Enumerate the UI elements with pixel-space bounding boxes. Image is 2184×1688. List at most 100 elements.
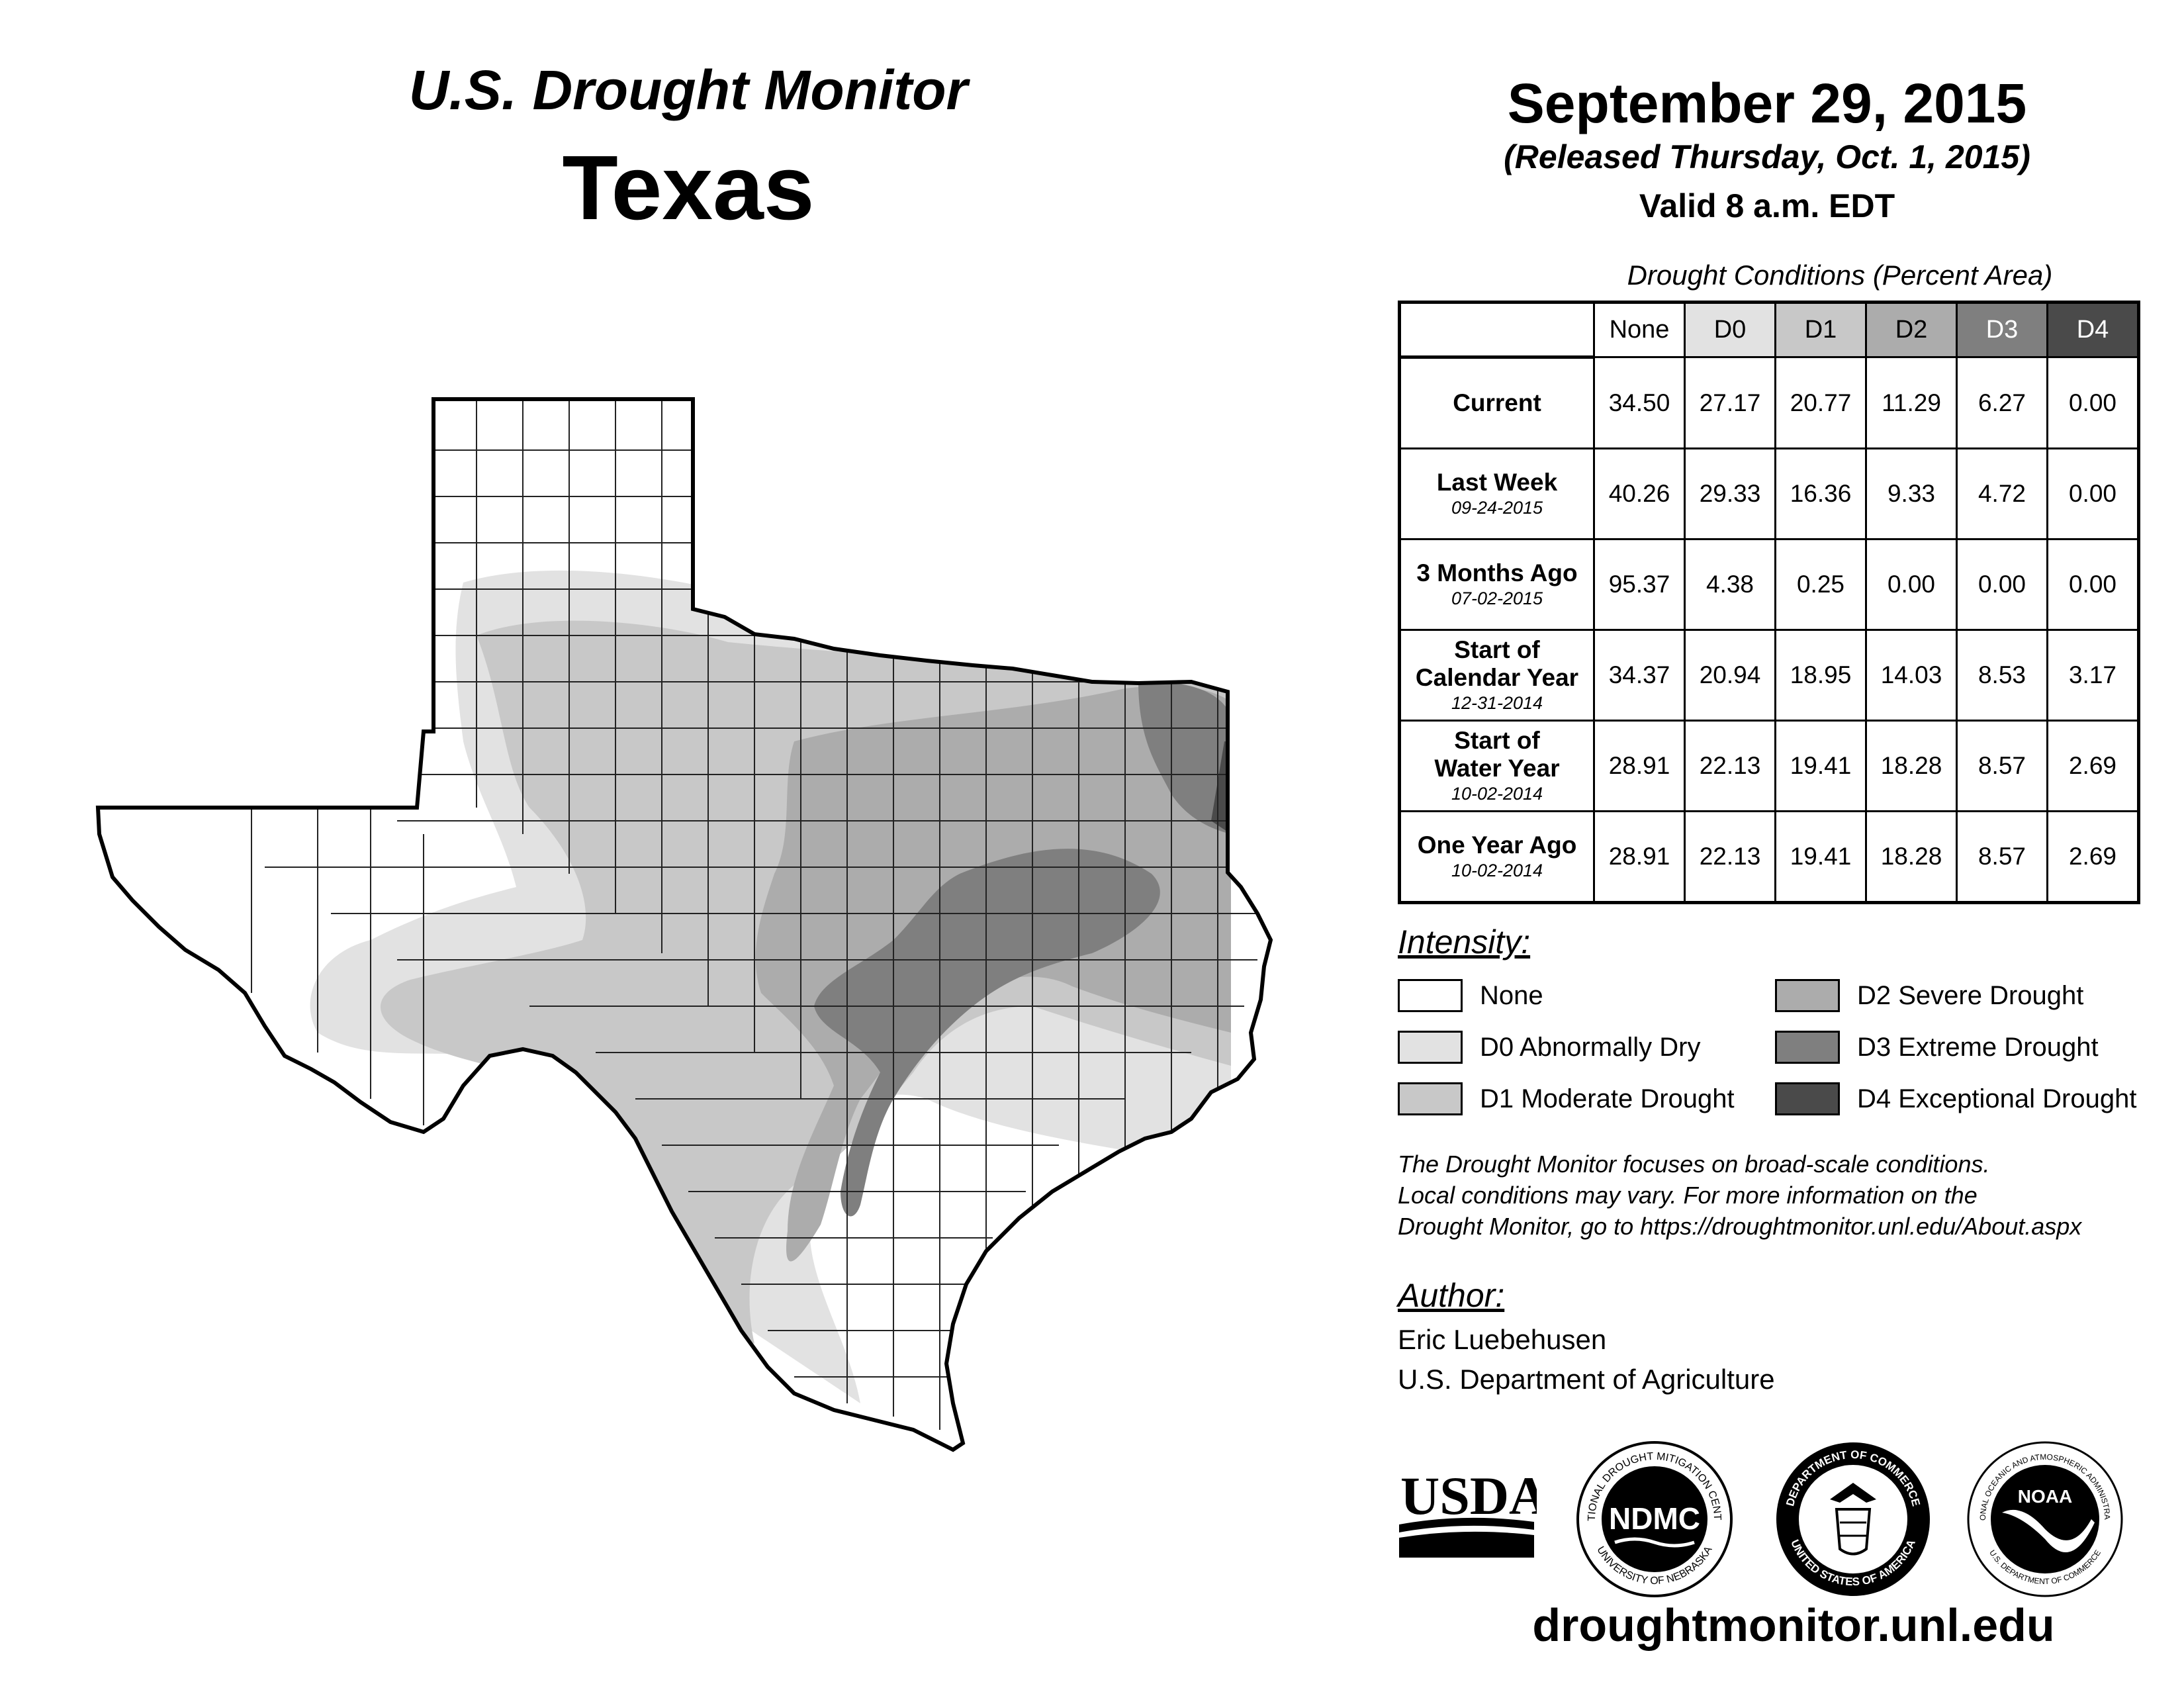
cell: 16.36 [1774,447,1867,540]
drought-conditions-table: None D0 D1 D2 D3 D4 Current 34.50 27.17 … [1398,301,2140,904]
cell: 19.41 [1774,720,1867,812]
table-row: Start of Calendar Year 12-31-2014 34.37 20… [1398,629,2140,722]
legend-label: D1 Moderate Drought [1480,1084,1735,1113]
legend-item-d3: D3 Extreme Drought [1775,1027,2099,1067]
cell: 2.69 [2046,720,2140,812]
row-label: Last Week 09-24-2015 [1398,447,1595,540]
legend-title: Intensity: [1398,923,1531,961]
cell: 11.29 [1865,356,1958,449]
legend-swatch [1398,979,1463,1012]
cell: 14.03 [1865,629,1958,722]
cell: 22.13 [1684,810,1776,904]
cell: 4.72 [1956,447,2048,540]
row-label-text: Current [1453,389,1541,416]
note-line: The Drought Monitor focuses on broad-sca… [1398,1150,1990,1178]
cell: 4.38 [1684,538,1776,631]
row-label: One Year Ago 10-02-2014 [1398,810,1595,904]
disclaimer-note: The Drought Monitor focuses on broad-sca… [1398,1149,2179,1242]
col-d1: D1 [1774,301,1867,358]
col-d2: D2 [1865,301,1958,358]
legend-label: D3 Extreme Drought [1857,1032,2099,1062]
noaa-text: NOAA [2018,1486,2072,1507]
row-date: 07-02-2015 [1451,588,1543,608]
cell: 0.25 [1774,538,1867,631]
col-d3: D3 [1956,301,2048,358]
cell: 28.91 [1593,810,1686,904]
usda-text: USDA [1400,1466,1537,1526]
cell: 8.57 [1956,720,2048,812]
cell: 6.27 [1956,356,2048,449]
cell: 9.33 [1865,447,1958,540]
cell: 34.50 [1593,356,1686,449]
row-label-text: Last Week [1436,469,1558,496]
legend-label: D0 Abnormally Dry [1480,1032,1701,1062]
legend-item-d2: D2 Severe Drought [1775,976,2083,1015]
col-d0: D0 [1684,301,1776,358]
row-label-text: Start of Water Year [1434,727,1560,782]
legend-label: D4 Exceptional Drought [1857,1084,2137,1113]
table-row: Current 34.50 27.17 20.77 11.29 6.27 0.0… [1398,356,2140,449]
cell: 28.91 [1593,720,1686,812]
table-row: 3 Months Ago 07-02-2015 95.37 4.38 0.25 0… [1398,538,2140,631]
row-label: Start of Calendar Year 12-31-2014 [1398,629,1595,722]
note-line: Drought Monitor, go to https://droughtmo… [1398,1213,2082,1240]
cell: 0.00 [1956,538,2048,631]
legend-item-none: None [1398,976,1543,1015]
cell: 34.37 [1593,629,1686,722]
author-name: Eric Luebehusen [1398,1324,1607,1355]
cell: 29.33 [1684,447,1776,540]
legend-item-d0: D0 Abnormally Dry [1398,1027,1700,1067]
release-date: (Released Thursday, Oct. 1, 2015) [1504,138,2030,175]
legend-swatch [1775,979,1840,1012]
commerce-seal: DEPARTMENT OF COMMERCE UNITED STATES OF … [1776,1442,1930,1596]
row-label: Current [1398,356,1595,449]
cell: 22.13 [1684,720,1776,812]
map-title: U.S. Drought Monitor [408,59,968,121]
texas-outline [95,397,1273,1452]
row-label-text: Start of Calendar Year [1415,636,1579,691]
author-org: U.S. Department of Agriculture [1398,1364,1775,1395]
table-corner [1399,302,1594,359]
table-row: One Year Ago 10-02-2014 28.91 22.13 19.41… [1398,810,2140,904]
cell: 8.53 [1956,629,2048,722]
cell: 0.00 [1865,538,1958,631]
legend-swatch [1398,1031,1463,1064]
cell: 0.00 [2046,447,2140,540]
cell: 2.69 [2046,810,2140,904]
row-date: 09-24-2015 [1451,498,1543,518]
cell: 27.17 [1684,356,1776,449]
cell: 0.00 [2046,538,2140,631]
usda-logo: USDA [1399,1466,1537,1558]
table-caption: Drought Conditions (Percent Area) [1627,259,2053,291]
row-label: 3 Months Ago 07-02-2015 [1398,538,1595,631]
texas-drought-map [95,397,1273,1452]
table-row: Start of Water Year 10-02-2014 28.91 22.13… [1398,720,2140,812]
row-date: 10-02-2014 [1451,784,1543,804]
valid-time: Valid 8 a.m. EDT [1639,187,1895,224]
ndmc-text: NDMC [1609,1501,1700,1536]
cell: 8.57 [1956,810,2048,904]
row-label-text: 3 Months Ago [1416,559,1578,586]
legend-swatch [1398,1082,1463,1115]
cell: 20.94 [1684,629,1776,722]
row-label-text: One Year Ago [1417,831,1577,859]
cell: 18.95 [1774,629,1867,722]
legend-item-d4: D4 Exceptional Drought [1775,1079,2136,1119]
cell: 40.26 [1593,447,1686,540]
noaa-logo: NATIONAL OCEANIC AND ATMOSPHERIC ADMINIS… [1966,1440,2123,1597]
legend-label: None [1480,980,1543,1010]
ndmc-logo: NATIONAL DROUGHT MITIGATION CENTER UNIVE… [1575,1440,1733,1597]
cell: 0.00 [2046,356,2140,449]
map-date: September 29, 2015 [1507,72,2027,134]
site-url[interactable]: droughtmonitor.unl.edu [1532,1599,2055,1651]
cell: 19.41 [1774,810,1867,904]
legend-label: D2 Severe Drought [1857,980,2084,1010]
legend-swatch [1775,1082,1840,1115]
col-d4: D4 [2046,301,2140,358]
cell: 18.28 [1865,720,1958,812]
row-date: 10-02-2014 [1451,861,1543,880]
legend-swatch [1775,1031,1840,1064]
col-none: None [1593,301,1686,358]
author-title: Author: [1398,1277,1505,1314]
table-row: Last Week 09-24-2015 40.26 29.33 16.36 9.… [1398,447,2140,540]
